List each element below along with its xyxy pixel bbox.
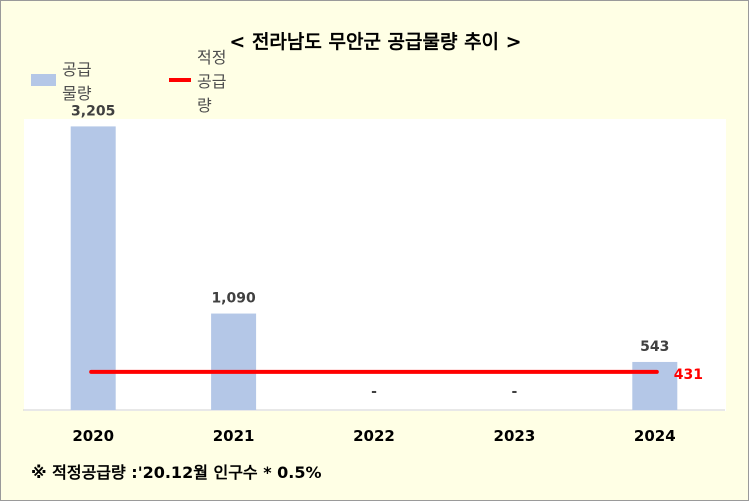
x-tick-label-2020: 2020 — [72, 427, 114, 445]
legend-item-supply: 공급물량 — [31, 60, 96, 103]
x-tick-label-2021: 2021 — [213, 427, 255, 445]
x-tick-label-2022: 2022 — [353, 427, 395, 445]
legend-label-adequate: 적정공급량 — [196, 48, 227, 115]
data-label-2023: - — [511, 384, 517, 400]
plot-area — [24, 119, 726, 411]
bar-2020 — [70, 126, 116, 410]
data-label-2022: - — [371, 384, 377, 400]
x-tick-label-2024: 2024 — [634, 427, 676, 445]
bar-2021 — [211, 313, 257, 410]
legend-label-supply: 공급물량 — [62, 60, 92, 103]
bar-2024 — [632, 361, 678, 410]
line-end-label: 431 — [674, 367, 703, 383]
footnote: ※ 적정공급량 :'20.12월 인구수 * 0.5% — [31, 463, 322, 482]
legend-item-adequate: 적정공급량 — [169, 48, 234, 115]
data-label-2021: 1,090 — [211, 291, 256, 307]
x-tick-label-2023: 2023 — [494, 427, 536, 445]
data-label-2024: 543 — [640, 339, 669, 355]
chart-title: < 전라남도 무안군 공급물량 추이 > — [229, 31, 522, 53]
legend-swatch-bar — [31, 74, 57, 86]
legend-swatch-line — [169, 78, 191, 82]
data-label-2020: 3,205 — [71, 103, 115, 119]
